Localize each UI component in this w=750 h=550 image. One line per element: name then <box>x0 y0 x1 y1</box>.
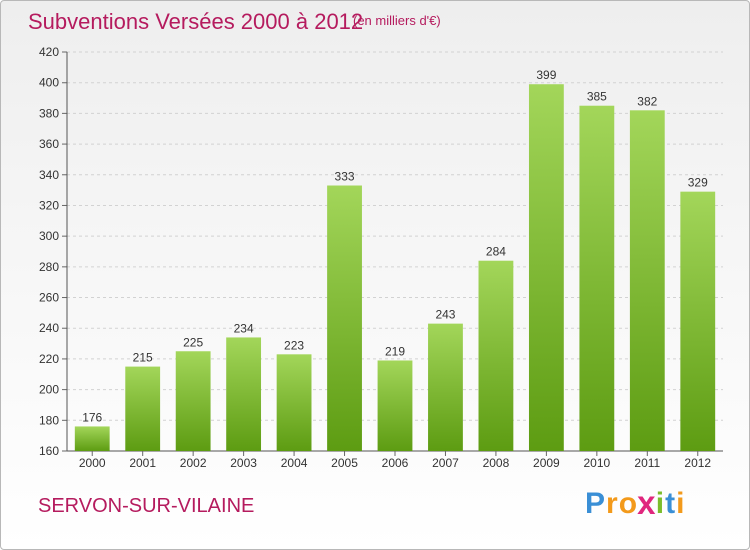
value-label-2008: 284 <box>486 245 506 259</box>
bar-2005 <box>327 185 362 451</box>
value-label-2006: 219 <box>385 344 405 358</box>
logo-letter: i <box>655 487 666 520</box>
x-tick-label-2012: 2012 <box>684 456 711 470</box>
bar-2001 <box>125 366 161 451</box>
value-label-2007: 243 <box>435 308 455 322</box>
chart-subtitle: (en milliers d'€) <box>353 13 441 28</box>
logo-letter: r <box>606 487 619 520</box>
value-label-2010: 385 <box>587 90 607 104</box>
x-tick-label-2010: 2010 <box>583 456 610 470</box>
y-tick-label: 340 <box>39 168 59 182</box>
value-label-2002: 225 <box>183 335 203 349</box>
proxiti-logo[interactable]: Proxiti <box>585 485 686 522</box>
y-tick-label: 300 <box>39 229 59 243</box>
value-label-2012: 329 <box>688 176 708 190</box>
logo-letter: i <box>676 487 686 520</box>
x-tick-label-2002: 2002 <box>180 456 207 470</box>
value-label-2005: 333 <box>335 170 355 184</box>
y-tick-label: 400 <box>39 76 59 90</box>
bar-2010 <box>579 105 615 451</box>
value-label-2003: 234 <box>234 321 254 335</box>
y-tick-label: 220 <box>39 352 59 366</box>
bar-2004 <box>276 354 312 451</box>
x-tick-label-2009: 2009 <box>533 456 560 470</box>
label-layer: 160 180 200 220 240 260 280 300 320 340 360 380 400 4… <box>39 45 711 470</box>
y-tick-label: 320 <box>39 198 59 212</box>
x-tick-label-2001: 2001 <box>129 456 156 470</box>
y-tick-label: 200 <box>39 383 59 397</box>
bar-2006 <box>377 360 413 451</box>
bar-2008 <box>478 260 514 451</box>
bar-2007 <box>428 323 463 451</box>
y-tick-label: 380 <box>39 106 59 120</box>
logo-letter: o <box>618 487 639 520</box>
x-tick-label-2005: 2005 <box>331 456 358 470</box>
y-tick-label: 240 <box>39 321 59 335</box>
bar-2012 <box>680 191 716 451</box>
bar-2000 <box>74 426 110 451</box>
y-tick-label: 180 <box>39 413 59 427</box>
x-tick-label-2000: 2000 <box>79 456 106 470</box>
bar-2011 <box>629 110 665 452</box>
x-tick-label-2007: 2007 <box>432 456 459 470</box>
logo-letter: P <box>585 487 607 520</box>
value-label-2009: 399 <box>536 68 556 82</box>
y-tick-label: 160 <box>39 444 59 458</box>
x-tick-label-2003: 2003 <box>230 456 257 470</box>
value-label-2011: 382 <box>637 94 657 108</box>
x-tick-label-2011: 2011 <box>634 456 660 470</box>
bar-layer <box>74 84 716 452</box>
chart-title: Subventions Versées 2000 à 2012 <box>28 9 364 34</box>
x-tick-label-2004: 2004 <box>281 456 308 470</box>
value-label-2001: 215 <box>133 351 153 365</box>
value-label-2004: 223 <box>284 338 304 352</box>
commune-name: SERVON-SUR-VILAINE <box>38 495 255 517</box>
bar-2002 <box>175 351 211 451</box>
y-tick-label: 420 <box>39 45 59 59</box>
logo-letter: x <box>637 485 657 522</box>
x-tick-label-2008: 2008 <box>483 456 510 470</box>
x-tick-label-2006: 2006 <box>382 456 409 470</box>
value-label-2000: 176 <box>82 410 102 424</box>
bar-2009 <box>528 84 564 451</box>
y-tick-label: 280 <box>39 260 59 274</box>
y-tick-label: 260 <box>39 291 59 305</box>
logo-letter: t <box>665 487 677 520</box>
bar-2003 <box>226 337 262 451</box>
y-tick-label: 360 <box>39 137 59 151</box>
